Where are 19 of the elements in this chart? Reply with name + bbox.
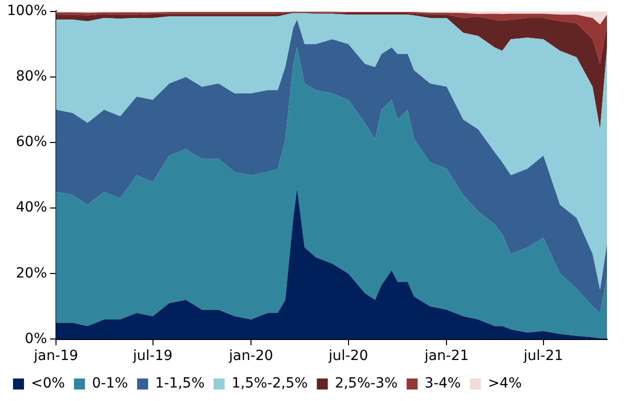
x-tick-label: jul-19 — [132, 348, 173, 364]
y-tick-label: 40% — [16, 200, 48, 216]
legend-label: 1,5%-2,5% — [232, 376, 308, 392]
x-tick-label: jul-21 — [522, 348, 564, 364]
x-tick-label: jan-21 — [424, 348, 469, 364]
y-tick-label: 80% — [16, 68, 48, 85]
legend-label: >4% — [488, 376, 522, 392]
legend-label: 1-1,5% — [155, 376, 205, 392]
legend-label: <0% — [31, 376, 65, 392]
legend-label: 2,5%-3% — [334, 376, 398, 392]
y-tick-label: 20% — [16, 265, 48, 282]
y-tick-label: 60% — [16, 134, 48, 150]
x-tick-label: jul-20 — [328, 348, 368, 364]
x-tick-label: jan-20 — [228, 348, 274, 364]
y-tick-label: 100% — [6, 3, 48, 20]
x-tick-label: jan-19 — [32, 348, 78, 364]
legend-label: 0-1% — [92, 376, 128, 392]
legend-label: 3-4% — [424, 376, 461, 392]
y-tick-label: 0% — [24, 330, 48, 347]
